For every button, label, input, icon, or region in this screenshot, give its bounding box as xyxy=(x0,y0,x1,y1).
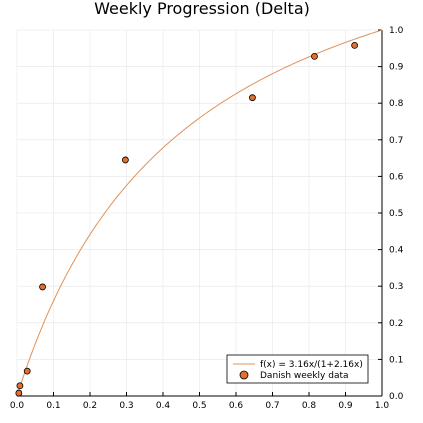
x-tick-label: 0.6 xyxy=(229,401,244,411)
data-point xyxy=(15,389,23,397)
x-tick-label: 0.7 xyxy=(265,401,279,411)
legend-label-fit: f(x) = 3.16x/(1+2.16x) xyxy=(260,360,363,370)
x-tick-label: 0.3 xyxy=(119,401,133,411)
data-point xyxy=(23,367,31,375)
y-tick-label: 0.2 xyxy=(389,319,403,329)
grid xyxy=(16,29,383,397)
y-tick-label: 0.3 xyxy=(389,282,403,292)
series-layer xyxy=(15,29,383,397)
data-point xyxy=(249,94,256,102)
legend-box xyxy=(226,354,369,384)
y-tick-label: 0.9 xyxy=(389,63,404,73)
y-tick-label: 0.0 xyxy=(389,392,404,402)
x-tick-label: 0.9 xyxy=(338,401,353,411)
y-tick-label: 0.5 xyxy=(389,209,403,219)
legend-label-data: Danish weekly data xyxy=(260,371,349,381)
x-tick-label: 0.1 xyxy=(46,401,60,411)
y-tick-label: 0.7 xyxy=(389,136,403,146)
chart-title: Weekly Progression (Delta) xyxy=(94,0,310,18)
y-tick-label: 0.4 xyxy=(389,246,404,256)
data-point xyxy=(39,283,46,291)
y-ticks: 0.0 0.1 0.2 0.3 0.4 0.5 0.6 0.7 0.8 0.9 1.0 xyxy=(378,26,404,402)
x-tick-label: 0.4 xyxy=(156,401,171,411)
y-tick-label: 0.1 xyxy=(389,355,403,365)
y-tick-label: 0.8 xyxy=(389,99,404,109)
x-ticks: 0.0 0.1 0.2 0.3 0.4 0.5 0.6 0.7 0.8 0.9 1.0 xyxy=(10,392,390,411)
data-point xyxy=(311,52,318,60)
x-tick-label: 0.5 xyxy=(192,401,206,411)
x-tick-label: 0.0 xyxy=(10,401,25,411)
x-tick-label: 0.8 xyxy=(302,401,317,411)
x-tick-label: 1.0 xyxy=(375,401,390,411)
legend-marker-swatch xyxy=(239,370,249,380)
data-point xyxy=(122,156,129,164)
data-point xyxy=(351,41,359,49)
fit-curve xyxy=(16,29,383,397)
data-point xyxy=(16,382,24,390)
legend: f(x) = 3.16x/(1+2.16x) Danish weekly dat… xyxy=(226,354,369,384)
y-tick-label: 1.0 xyxy=(389,26,404,36)
x-tick-label: 0.2 xyxy=(83,401,97,411)
y-tick-label: 0.6 xyxy=(389,172,404,182)
